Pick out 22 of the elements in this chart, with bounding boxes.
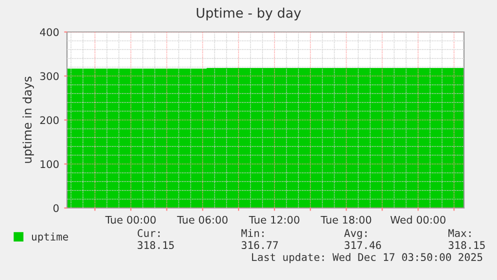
y-axis-title: uptime in days [22, 76, 34, 163]
x-tick-label: Tue 18:00 [320, 216, 372, 224]
y-tick-label: 400 [40, 28, 59, 36]
text: 318.15 [138, 241, 174, 250]
x-tick-label: Wed 00:00 [390, 216, 446, 224]
x-tick-label: Tue 06:00 [177, 216, 228, 224]
y-tick-label: 0 [53, 204, 59, 212]
chart-title: Uptime - by day [196, 8, 301, 20]
text: 318.15 [448, 241, 485, 250]
text: Cur: [138, 229, 160, 238]
x-tick-label: Tue 12:00 [248, 216, 300, 224]
text: Min: [241, 228, 264, 237]
text: Avg: [344, 229, 367, 240]
y-tick-label: 100 [40, 160, 59, 168]
text: Last update: Wed Dec 17 03:50:00 2025 [252, 252, 482, 264]
x-tick-label: Tue 00:00 [105, 216, 156, 224]
y-tick-label: 200 [40, 116, 59, 124]
legend-label: uptime [32, 232, 68, 243]
y-tick-label: 300 [40, 72, 59, 80]
text: 316.77 [242, 241, 278, 250]
text: 317.46 [344, 241, 381, 250]
text: Max: [448, 229, 471, 238]
